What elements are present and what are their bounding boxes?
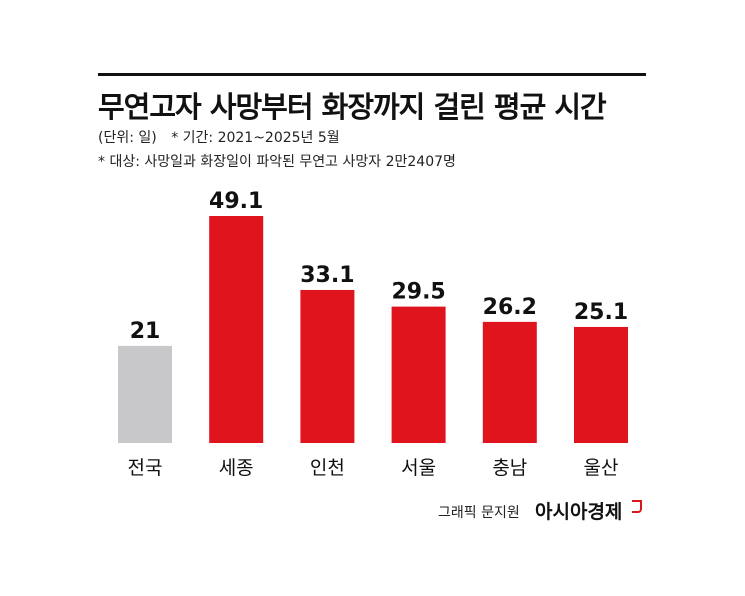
graphic-credit: 그래픽 문지원: [438, 505, 520, 521]
category-label-5: 울산: [584, 457, 619, 479]
value-label-3: 29.5: [391, 280, 445, 305]
unit-note: (단위: 일): [98, 130, 157, 146]
value-label-2: 33.1: [300, 263, 354, 288]
brand-logo: 아시아경제: [535, 501, 623, 523]
value-label-4: 26.2: [483, 295, 537, 320]
meta-line: (단위: 일) * 기간: 2021~2025년 5월: [98, 127, 350, 147]
chart-title: 무연고자 사망부터 화장까지 걸린 평균 시간: [98, 90, 607, 124]
bar-0: [118, 345, 172, 443]
bar-2: [300, 289, 355, 443]
value-label-1: 49.1: [209, 189, 263, 214]
period-note: * 기간: 2021~2025년 5월: [171, 130, 340, 146]
bar-3: [391, 306, 446, 443]
subject-note: * 대상: 사망일과 화장일이 파악된 무연고 사망자 2만2407명: [98, 154, 456, 170]
title-rule: [98, 73, 646, 76]
category-label-0: 전국: [128, 457, 163, 479]
bar-1: [209, 216, 264, 443]
category-label-4: 충남: [492, 457, 527, 479]
bar-4: [482, 321, 537, 443]
category-label-1: 세종: [219, 457, 254, 479]
category-label-2: 인천: [310, 457, 345, 479]
bar-5: [574, 326, 628, 443]
category-label-3: 서울: [401, 457, 436, 479]
value-label-0: 21: [130, 319, 161, 344]
value-label-5: 25.1: [574, 300, 628, 325]
brand-mark-icon: [632, 500, 642, 513]
